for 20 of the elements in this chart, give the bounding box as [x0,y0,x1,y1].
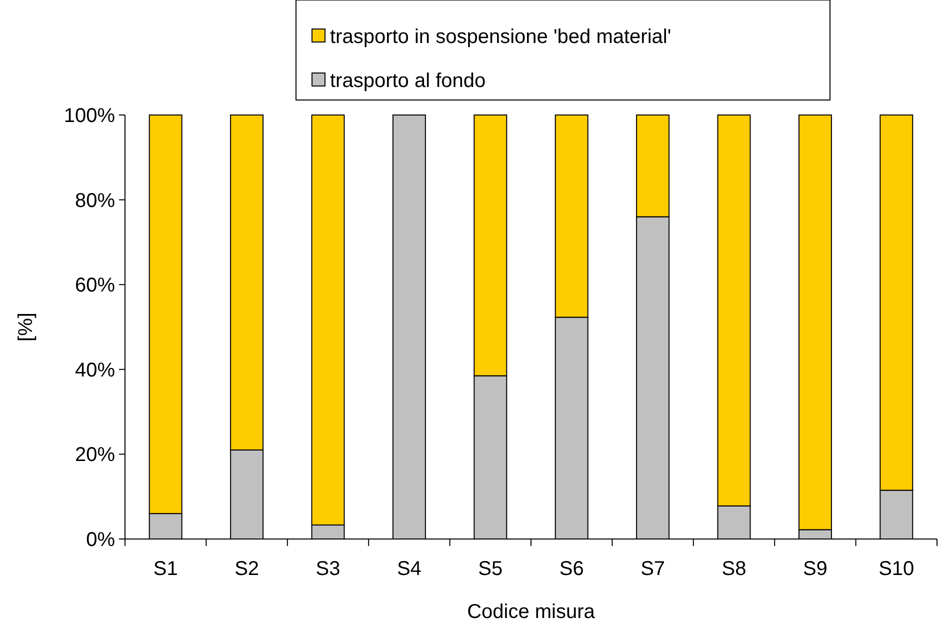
x-axis-title: Codice misura [467,601,596,623]
x-tick-label: S4 [396,558,422,580]
legend-label: trasporto al fondo [330,70,486,92]
x-tick-label: S9 [802,558,828,580]
y-axis-title: [%] [15,312,37,342]
x-tick-label: S6 [559,558,584,580]
x-tick-label: S5 [478,558,503,580]
legend-label: trasporto in sospensione 'bed material' [330,26,672,48]
x-tick-label: S3 [316,558,340,580]
y-tick-label: 80% [74,190,116,212]
x-tick-label: S8 [722,558,746,580]
y-tick-label: 100% [64,105,116,127]
y-tick-label: 20% [74,444,116,466]
x-tick-label: S1 [153,558,178,580]
x-tick-label: S2 [234,558,260,580]
y-tick-label: 0% [86,529,116,551]
y-tick-label: 40% [74,359,116,382]
x-tick-label: S10 [878,558,914,580]
y-tick-label: 60% [74,274,116,297]
x-tick-label: S7 [640,558,666,580]
